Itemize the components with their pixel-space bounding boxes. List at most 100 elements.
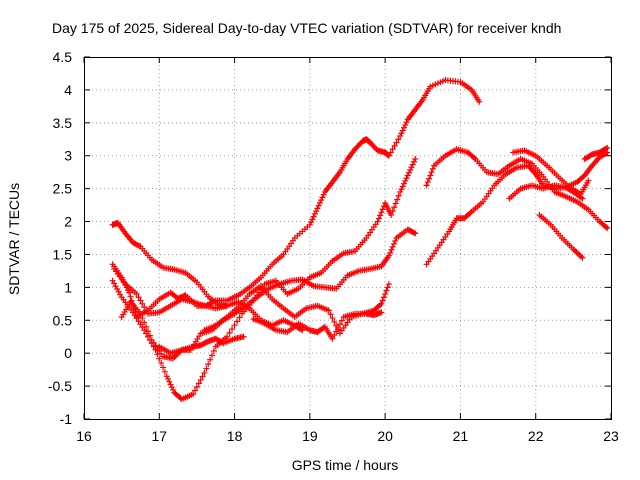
x-tick-label: 17 <box>151 428 167 444</box>
data-point <box>400 180 407 187</box>
data-point <box>139 300 146 307</box>
data-point <box>331 332 338 339</box>
data-point <box>399 127 406 134</box>
data-point <box>128 297 135 304</box>
data-point <box>602 145 609 152</box>
data-point <box>325 307 332 314</box>
data-point <box>195 380 202 387</box>
data-point <box>327 311 334 318</box>
data-point <box>379 206 386 213</box>
data-point <box>156 355 163 362</box>
data-point <box>392 200 399 207</box>
data-point <box>411 158 418 165</box>
data-point <box>190 390 197 397</box>
x-tick-label: 21 <box>453 428 469 444</box>
data-point <box>135 294 142 301</box>
data-point <box>579 254 586 261</box>
data-point <box>391 142 398 149</box>
axis-ticks: 16 17 18 19 20 21 22 23 -1 -0.5 0 0.5 1 1.5 2 2.5 3 3.5 4 4… <box>48 49 619 444</box>
data-point <box>329 315 336 322</box>
y-tick-label: 3 <box>64 148 72 164</box>
data-point <box>391 204 398 211</box>
data-point <box>141 319 148 326</box>
data-point <box>165 375 172 382</box>
data-point <box>399 183 406 190</box>
data-point <box>394 196 401 203</box>
data-point <box>137 310 144 317</box>
data-point <box>193 383 200 390</box>
data-point <box>429 165 436 172</box>
y-axis-label: SDTVAR / TECUs <box>6 183 22 295</box>
data-point <box>126 289 133 296</box>
plot-frame <box>84 57 612 420</box>
data-point <box>392 237 399 244</box>
data-point <box>407 166 414 173</box>
x-axis-label: GPS time / hours <box>292 457 399 473</box>
data-point <box>226 329 233 336</box>
data-point <box>382 290 389 297</box>
data-point <box>133 290 140 297</box>
y-tick-label: 3.5 <box>53 115 73 131</box>
x-tick-label: 20 <box>377 428 393 444</box>
data-point <box>163 373 170 380</box>
data-point <box>388 246 395 253</box>
y-tick-label: -0.5 <box>48 378 72 394</box>
data-point <box>199 373 206 380</box>
data-point <box>208 352 215 359</box>
data-point <box>467 209 474 216</box>
data-point <box>170 386 177 393</box>
data-point <box>316 199 323 206</box>
data-point <box>387 249 394 256</box>
data-point <box>308 219 315 226</box>
data-point <box>411 229 418 236</box>
data-point <box>405 169 412 176</box>
data-point <box>299 327 306 334</box>
data-point <box>158 360 165 367</box>
data-point <box>377 301 384 308</box>
data-point <box>402 177 409 184</box>
data-point <box>423 182 430 189</box>
data-point <box>143 323 150 330</box>
series-arc-2 <box>109 77 483 320</box>
data-point <box>144 328 151 335</box>
data-point <box>402 122 409 129</box>
data-point <box>309 216 316 223</box>
x-tick-label: 23 <box>603 428 619 444</box>
data-point <box>378 300 385 307</box>
data-point <box>426 175 433 182</box>
data-point <box>387 149 394 156</box>
data-point <box>403 119 410 126</box>
data-point <box>389 146 396 153</box>
x-tick-label: 16 <box>76 428 92 444</box>
data-point <box>310 213 317 220</box>
data-point <box>203 365 210 372</box>
data-point <box>240 333 247 340</box>
series-arc-13 <box>536 211 586 261</box>
data-point <box>398 186 405 193</box>
data-point <box>476 98 483 105</box>
data-point <box>160 364 167 371</box>
data-point <box>602 224 609 231</box>
chart-title: Day 175 of 2025, Sidereal Day-to-day VTE… <box>52 20 561 36</box>
data-point <box>380 294 387 301</box>
data-point <box>314 205 321 212</box>
data-point <box>137 297 144 304</box>
data-point <box>409 161 416 168</box>
series-arc-10 <box>423 146 611 232</box>
data-point <box>201 369 208 376</box>
data-point <box>333 328 340 335</box>
y-tick-label: 0.5 <box>53 312 73 328</box>
series-arc-1 <box>109 219 231 309</box>
data-point <box>139 315 146 322</box>
data-point <box>427 172 434 179</box>
data-point <box>234 318 241 325</box>
data-point <box>210 347 217 354</box>
data-point <box>197 376 204 383</box>
data-points <box>109 77 611 403</box>
data-point <box>395 192 402 199</box>
data-point <box>412 156 419 163</box>
data-point <box>315 202 322 209</box>
data-point <box>388 211 395 218</box>
data-point <box>207 356 214 363</box>
